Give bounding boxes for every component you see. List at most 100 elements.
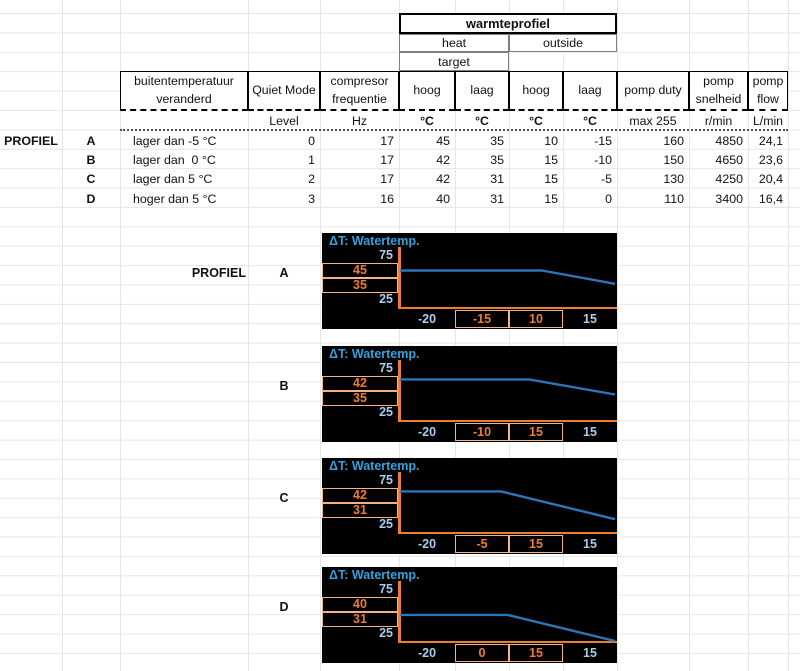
row-heat-laag[interactable]: 31	[490, 191, 504, 206]
row-condition[interactable]: lager dan 0 °C	[133, 153, 216, 168]
gridline	[320, 0, 321, 671]
row-pomp-duty[interactable]: 150	[663, 153, 684, 168]
col-header-pomp-flow[interactable]: pomp flow	[748, 71, 788, 111]
row-letter[interactable]: C	[86, 172, 96, 187]
x-value-box: 15	[509, 534, 563, 553]
x-axis-label: -20	[417, 646, 437, 660]
chart-panel-a[interactable]: ΔT: Watertemp. 75 45 35 25 -20 -15 10 15	[322, 233, 617, 329]
laag-value-box: 31	[322, 611, 398, 627]
row-frequentie[interactable]: 16	[380, 191, 394, 206]
col-header-buitentemperatuur[interactable]: buitentemperatuur veranderd	[120, 71, 248, 111]
row-outside-laag[interactable]: -10	[594, 153, 612, 168]
chart-letter-b[interactable]: B	[279, 379, 289, 393]
col-header-outside-laag[interactable]: laag	[563, 71, 617, 111]
row-frequentie[interactable]: 17	[380, 133, 394, 148]
y-axis-label-25: 25	[379, 517, 393, 531]
col-header-quiet-mode[interactable]: Quiet Mode	[248, 71, 320, 111]
row-outside-laag[interactable]: -5	[600, 172, 612, 187]
x-value-box: -10	[455, 422, 509, 441]
x-value-box: 10	[509, 309, 563, 328]
row-quiet-mode[interactable]: 2	[308, 172, 315, 187]
hoog-value-box: 40	[322, 596, 398, 612]
subheader-heat[interactable]: heat	[399, 34, 509, 52]
subheader-outside[interactable]: outside	[509, 34, 617, 52]
row-quiet-mode[interactable]: 1	[308, 153, 315, 168]
col-header-line: frequentie	[332, 91, 387, 106]
row-outside-hoog[interactable]: 15	[544, 172, 558, 187]
row-heat-laag[interactable]: 35	[490, 133, 504, 148]
unit-hz[interactable]: Hz	[351, 113, 368, 128]
x-axis-label: 15	[583, 425, 597, 439]
row-quiet-mode[interactable]: 3	[308, 191, 315, 206]
col-header-line: hoog	[522, 82, 550, 97]
row-heat-hoog[interactable]: 45	[436, 133, 450, 148]
unit-l-min[interactable]: L/min	[752, 113, 784, 128]
row-heat-hoog[interactable]: 40	[436, 191, 450, 206]
col-header-pomp-snelheid[interactable]: pomp snelheid	[689, 71, 748, 111]
unit-celsius[interactable]: °C	[529, 113, 543, 128]
row-outside-laag[interactable]: 0	[605, 191, 612, 206]
row-condition[interactable]: hoger dan 5 °C	[133, 191, 217, 206]
table-row-d: D hoger dan 5 °C 3 16 40 31 15 0 110 340…	[0, 189, 800, 208]
profiel-a-chart-row: PROFIEL A ΔT: Watertemp. 75 45 35 25 -20…	[0, 233, 800, 329]
row-pomp-duty[interactable]: 110	[664, 191, 684, 206]
chart-letter-c[interactable]: C	[279, 491, 289, 505]
row-outside-laag[interactable]: -15	[594, 133, 612, 148]
hoog-value-box: 45	[322, 262, 398, 278]
chart-letter-a[interactable]: A	[279, 266, 289, 280]
chart-panel-d[interactable]: ΔT: Watertemp. 75 40 31 25 -20 0 15 15	[322, 567, 617, 663]
row-heat-hoog[interactable]: 42	[436, 172, 450, 187]
chart-section-label[interactable]: PROFIEL	[191, 266, 246, 280]
row-letter[interactable]: B	[86, 153, 96, 168]
unit-level[interactable]: Level	[269, 113, 299, 128]
row-frequentie[interactable]: 17	[380, 172, 394, 187]
unit-max-255[interactable]: max 255	[629, 113, 677, 128]
row-pomp-duty[interactable]: 160	[663, 133, 684, 148]
gridline	[120, 0, 121, 671]
x-value-box: 15	[509, 643, 563, 662]
row-condition[interactable]: lager dan 5 °C	[133, 172, 213, 187]
row-heat-hoog[interactable]: 42	[436, 153, 450, 168]
y-axis-line	[398, 472, 401, 534]
laag-value-box: 31	[322, 502, 398, 518]
col-header-outside-hoog[interactable]: hoog	[509, 71, 563, 111]
profiel-b-chart-row: B ΔT: Watertemp. 75 42 35 25 -20 -10 15 …	[0, 346, 800, 442]
watertemp-line-chart	[400, 269, 616, 285]
col-header-compresor-frequentie[interactable]: compresor frequentie	[320, 71, 399, 111]
row-pomp-flow[interactable]: 24,1	[758, 133, 783, 148]
row-letter[interactable]: A	[86, 133, 96, 148]
unit-celsius[interactable]: °C	[475, 113, 489, 128]
row-pomp-snelheid[interactable]: 4850	[715, 133, 743, 148]
group-header-warmteprofiel[interactable]: warmteprofiel	[399, 13, 617, 34]
gridline	[617, 0, 618, 671]
unit-celsius[interactable]: °C	[583, 113, 597, 128]
chart-letter-d[interactable]: D	[279, 600, 289, 614]
table-row-c: C lager dan 5 °C 2 17 42 31 15 -5 130 42…	[0, 170, 800, 189]
row-pomp-flow[interactable]: 20,4	[758, 172, 783, 187]
row-quiet-mode[interactable]: 0	[308, 133, 315, 148]
row-condition[interactable]: lager dan -5 °C	[133, 133, 217, 148]
unit-r-min[interactable]: r/min	[704, 113, 733, 128]
row-heat-laag[interactable]: 35	[490, 153, 504, 168]
chart-panel-b[interactable]: ΔT: Watertemp. 75 42 35 25 -20 -10 15 15	[322, 346, 617, 442]
row-frequentie[interactable]: 17	[380, 153, 394, 168]
row-pomp-flow[interactable]: 23,6	[758, 153, 783, 168]
row-letter[interactable]: D	[86, 191, 96, 206]
row-pomp-snelheid[interactable]: 4650	[715, 153, 743, 168]
x-axis-line	[398, 531, 617, 534]
col-header-heat-hoog[interactable]: hoog	[399, 71, 455, 111]
row-pomp-duty[interactable]: 130	[663, 172, 684, 187]
unit-celsius[interactable]: °C	[420, 113, 434, 128]
chart-panel-c[interactable]: ΔT: Watertemp. 75 42 31 25 -20 -5 15 15	[322, 458, 617, 554]
row-heat-laag[interactable]: 31	[490, 172, 504, 187]
col-header-pomp-duty[interactable]: pomp duty	[617, 71, 689, 111]
row-group-label[interactable]: PROFIEL	[4, 133, 58, 148]
row-outside-hoog[interactable]: 10	[544, 133, 558, 148]
row-outside-hoog[interactable]: 15	[544, 153, 558, 168]
row-outside-hoog[interactable]: 15	[544, 191, 558, 206]
row-pomp-snelheid[interactable]: 3400	[715, 191, 743, 206]
col-header-heat-laag[interactable]: laag	[455, 71, 509, 111]
subheader-target[interactable]: target	[399, 52, 509, 71]
row-pomp-flow[interactable]: 16,4	[758, 191, 783, 206]
row-pomp-snelheid[interactable]: 4250	[715, 172, 743, 187]
